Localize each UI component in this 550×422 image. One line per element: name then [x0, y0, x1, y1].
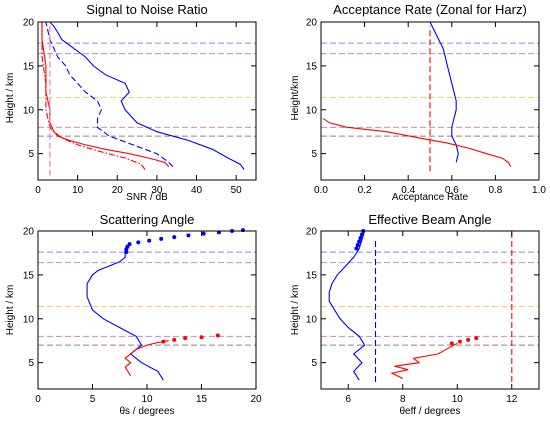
x-tick-label: 10 — [452, 394, 464, 405]
data-point — [147, 238, 152, 243]
data-point — [449, 341, 454, 346]
data-point — [125, 244, 130, 249]
x-tick-label: 10 — [141, 394, 153, 405]
y-tick-label: 15 — [306, 61, 318, 72]
y-tick-label: 20 — [306, 227, 318, 238]
x-tick-label: 40 — [191, 185, 203, 196]
panel-acceptance-rate: Acceptance Rate (Zonal for Harz) Accepta… — [290, 2, 546, 203]
data-point — [161, 339, 166, 344]
y-tick-label: 10 — [23, 105, 35, 116]
series-line — [41, 22, 170, 168]
data-point — [474, 336, 479, 341]
series-line — [86, 252, 164, 381]
series-line — [45, 21, 174, 168]
x-tick-label: 6 — [345, 394, 351, 405]
y-tick-label: 5 — [311, 149, 317, 160]
x-tick-label: 0.0 — [314, 185, 328, 196]
x-tick-label: 0.8 — [488, 185, 502, 196]
y-tick-label: 20 — [23, 227, 35, 238]
data-point — [457, 339, 462, 344]
data-point — [358, 236, 363, 241]
x-tick-label: 50 — [231, 185, 243, 196]
data-point — [215, 333, 220, 338]
series-line — [322, 118, 512, 168]
data-point — [127, 242, 132, 247]
x-tick-label: 20 — [250, 394, 262, 405]
y-axis-label: Height / km — [290, 285, 301, 336]
plot-frame — [320, 230, 540, 390]
x-axis-label: SNR / dB — [126, 192, 168, 203]
plot-area: 6 8 10 12 5 10 15 20 — [306, 227, 540, 405]
y-tick-label: 15 — [306, 270, 318, 281]
panel-scattering-angle: Scattering Angle θs / degrees Height / k… — [5, 212, 262, 417]
y-axis-label: Height / km — [5, 285, 16, 336]
data-point — [186, 233, 191, 238]
series-line — [390, 342, 458, 379]
y-tick-label: 10 — [306, 105, 318, 116]
series-line — [429, 21, 459, 163]
y-tick-label: 5 — [28, 149, 34, 160]
data-point — [136, 240, 141, 245]
plot-frame — [37, 21, 257, 181]
y-axis-label: Height / km — [5, 73, 16, 124]
series-line — [124, 340, 169, 377]
data-point — [172, 337, 177, 342]
x-tick-label: 0.4 — [401, 185, 415, 196]
x-tick-label: 5 — [90, 394, 96, 405]
data-point — [357, 239, 362, 244]
x-tick-label: 0.6 — [445, 185, 459, 196]
x-axis-label: θeff / degrees — [400, 406, 461, 417]
panel-effective-beam-angle: Effective Beam Angle θeff / degrees Heig… — [290, 212, 540, 417]
x-tick-label: 0 — [35, 394, 41, 405]
plot-area: 0 10 20 30 40 50 5 10 15 20 — [23, 18, 257, 196]
data-point — [354, 246, 359, 251]
data-point — [172, 235, 177, 240]
x-tick-label: 0.2 — [358, 185, 372, 196]
x-axis-label: θs / degrees — [119, 406, 174, 417]
x-axis-label: Acceptance Rate — [392, 192, 469, 203]
y-axis-label: Height/km — [290, 75, 301, 120]
y-tick-label: 10 — [23, 314, 35, 325]
data-point — [159, 236, 164, 241]
y-tick-label: 20 — [306, 18, 318, 29]
y-tick-label: 15 — [23, 61, 35, 72]
x-tick-label: 1.0 — [532, 185, 546, 196]
y-tick-label: 5 — [311, 358, 317, 369]
x-tick-label: 10 — [72, 185, 84, 196]
data-point — [183, 336, 188, 341]
x-tick-label: 15 — [196, 394, 208, 405]
plot-frame — [320, 21, 540, 181]
y-tick-label: 10 — [306, 314, 318, 325]
data-point — [466, 337, 471, 342]
series-line — [49, 21, 245, 170]
x-tick-label: 12 — [506, 394, 518, 405]
x-tick-label: 20 — [112, 185, 124, 196]
series-line — [328, 230, 366, 381]
plot-area: 0 5 10 15 20 5 10 15 20 — [23, 227, 262, 406]
y-tick-label: 15 — [23, 270, 35, 281]
data-point — [355, 243, 360, 248]
y-tick-label: 20 — [23, 18, 35, 29]
panel-signal-to-noise: Signal to Noise Ratio SNR / dB Height / … — [5, 2, 257, 203]
series-line — [41, 22, 146, 170]
y-tick-label: 5 — [28, 358, 34, 369]
data-point — [359, 232, 364, 237]
plot-area: 0.0 0.2 0.4 0.6 0.8 1.0 5 10 15 20 — [306, 18, 547, 197]
data-point — [201, 231, 206, 236]
panel-title: Effective Beam Angle — [368, 212, 491, 227]
data-point — [240, 228, 245, 233]
data-point — [199, 335, 204, 340]
panel-title: Signal to Noise Ratio — [86, 2, 207, 17]
x-tick-label: 30 — [151, 185, 163, 196]
x-tick-label: 8 — [400, 394, 406, 405]
x-tick-label: 0 — [35, 185, 41, 196]
panel-title: Acceptance Rate (Zonal for Harz) — [333, 2, 527, 17]
panel-title: Scattering Angle — [100, 212, 195, 227]
